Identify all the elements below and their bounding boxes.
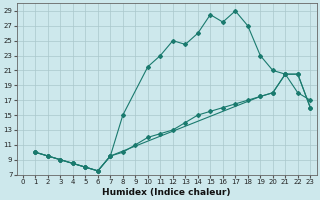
X-axis label: Humidex (Indice chaleur): Humidex (Indice chaleur)	[102, 188, 231, 197]
